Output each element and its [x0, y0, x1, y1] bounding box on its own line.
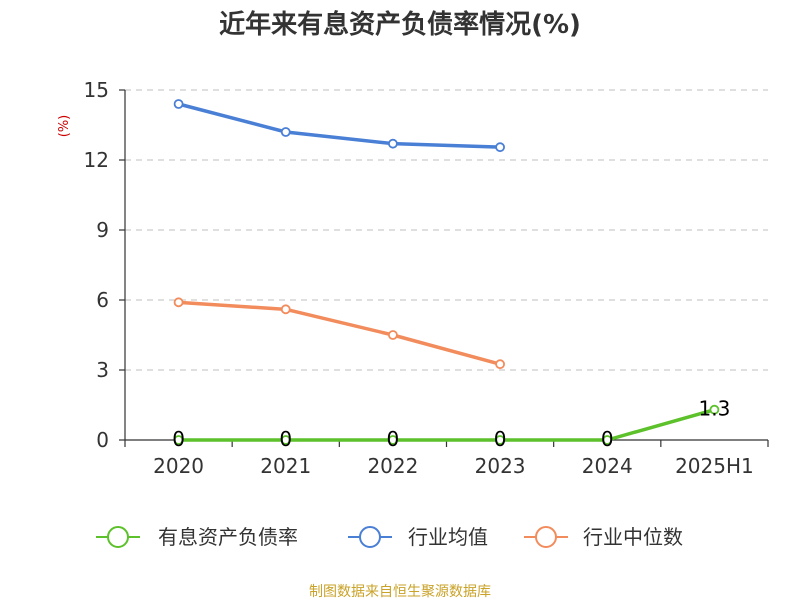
y-tick-label: 6 — [96, 288, 109, 312]
legend-item[interactable]: 行业中位数 — [524, 525, 683, 549]
y-axis-label: (%) — [57, 115, 72, 138]
legend-label: 行业中位数 — [583, 525, 683, 549]
series-line — [176, 407, 717, 442]
legend-label: 有息资产负债率 — [158, 525, 298, 549]
data-point[interactable] — [280, 127, 291, 137]
data-label: 0 — [172, 427, 185, 451]
data-labels: 0 0 0 0 0 1.3 — [172, 397, 730, 451]
data-point[interactable] — [388, 138, 398, 149]
legend[interactable]: 有息资产负债率 行业均值 行业中位数 — [96, 525, 683, 549]
legend-item[interactable]: 行业均值 — [348, 525, 488, 549]
data-point[interactable] — [495, 435, 505, 445]
data-point[interactable] — [173, 99, 184, 109]
data-point[interactable] — [173, 297, 184, 308]
series-group — [173, 99, 720, 445]
chart-title: 近年来有息资产负债率情况(%) — [219, 9, 581, 40]
y-tick-label: 9 — [96, 218, 109, 242]
data-label: 0 — [279, 427, 292, 451]
data-point[interactable] — [280, 304, 291, 315]
data-label: 1.3 — [699, 397, 731, 421]
x-tick-label: 2020 — [153, 454, 204, 478]
data-label: 0 — [601, 427, 614, 451]
y-tick-label: 3 — [96, 358, 109, 382]
source-note: 制图数据来自恒生聚源数据库 — [309, 584, 491, 600]
data-point[interactable] — [388, 435, 398, 445]
y-tick-label: 12 — [84, 148, 109, 172]
legend-label: 行业均值 — [408, 525, 488, 549]
legend-marker — [535, 526, 557, 548]
data-label: 0 — [494, 427, 507, 451]
data-point[interactable] — [173, 435, 184, 445]
x-tick-label: 2025H1 — [675, 454, 754, 478]
x-tick-label: 2022 — [367, 454, 418, 478]
axes: 0 3 6 9 12 15 2020 2021 2022 2023 2024 2025H1 — [84, 78, 769, 478]
data-point[interactable] — [495, 142, 505, 153]
series-line — [176, 300, 502, 366]
legend-marker — [359, 526, 381, 548]
x-tick-label: 2023 — [475, 454, 526, 478]
gridlines — [125, 89, 768, 371]
data-point[interactable] — [280, 435, 291, 445]
data-point[interactable] — [602, 435, 613, 445]
legend-marker — [107, 526, 129, 548]
data-point[interactable] — [388, 330, 398, 340]
x-tick-label: 2021 — [260, 454, 311, 478]
y-tick-label: 15 — [84, 78, 109, 102]
data-label: 0 — [387, 427, 400, 451]
y-tick-label: 0 — [96, 428, 109, 452]
data-point[interactable] — [709, 404, 720, 415]
series-line — [176, 102, 502, 149]
legend-item[interactable]: 有息资产负债率 — [96, 525, 298, 549]
x-tick-label: 2024 — [582, 454, 633, 478]
data-point[interactable] — [495, 359, 505, 370]
